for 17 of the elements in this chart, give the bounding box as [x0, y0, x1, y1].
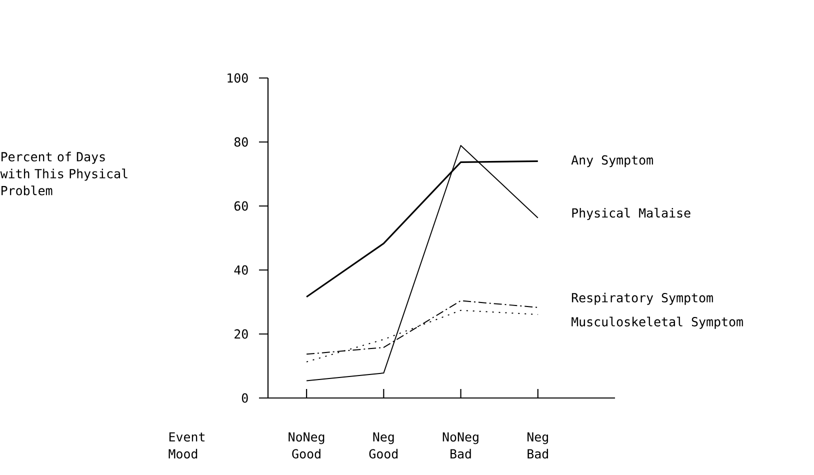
y-tick-label: 100: [228, 73, 248, 83]
text: Respiratory Symptom: [572, 292, 713, 305]
text: Percent of Days with This Physical Problem: [0, 152, 128, 196]
line-series: [306, 145, 538, 382]
y-tick-label: 0: [242, 393, 248, 403]
x-tick-label: NoNeg Bad: [442, 432, 478, 459]
y-tick-label: 20: [234, 329, 248, 339]
text: Musculoskeletal Symptom: [572, 316, 743, 329]
y-tick-label: 40: [234, 265, 248, 275]
y-tick-label: 60: [234, 201, 248, 211]
x-tick-label: Neg Bad: [527, 432, 548, 459]
x-axis-title: Event Mood: [168, 432, 205, 459]
text: Any Symptom: [571, 155, 653, 168]
x-tick-label: Neg Good: [369, 432, 398, 459]
text: Physical Malaise: [572, 208, 690, 220]
y-tick-label: 80: [234, 137, 248, 147]
x-tick-label: NoNeg Good: [288, 432, 324, 459]
